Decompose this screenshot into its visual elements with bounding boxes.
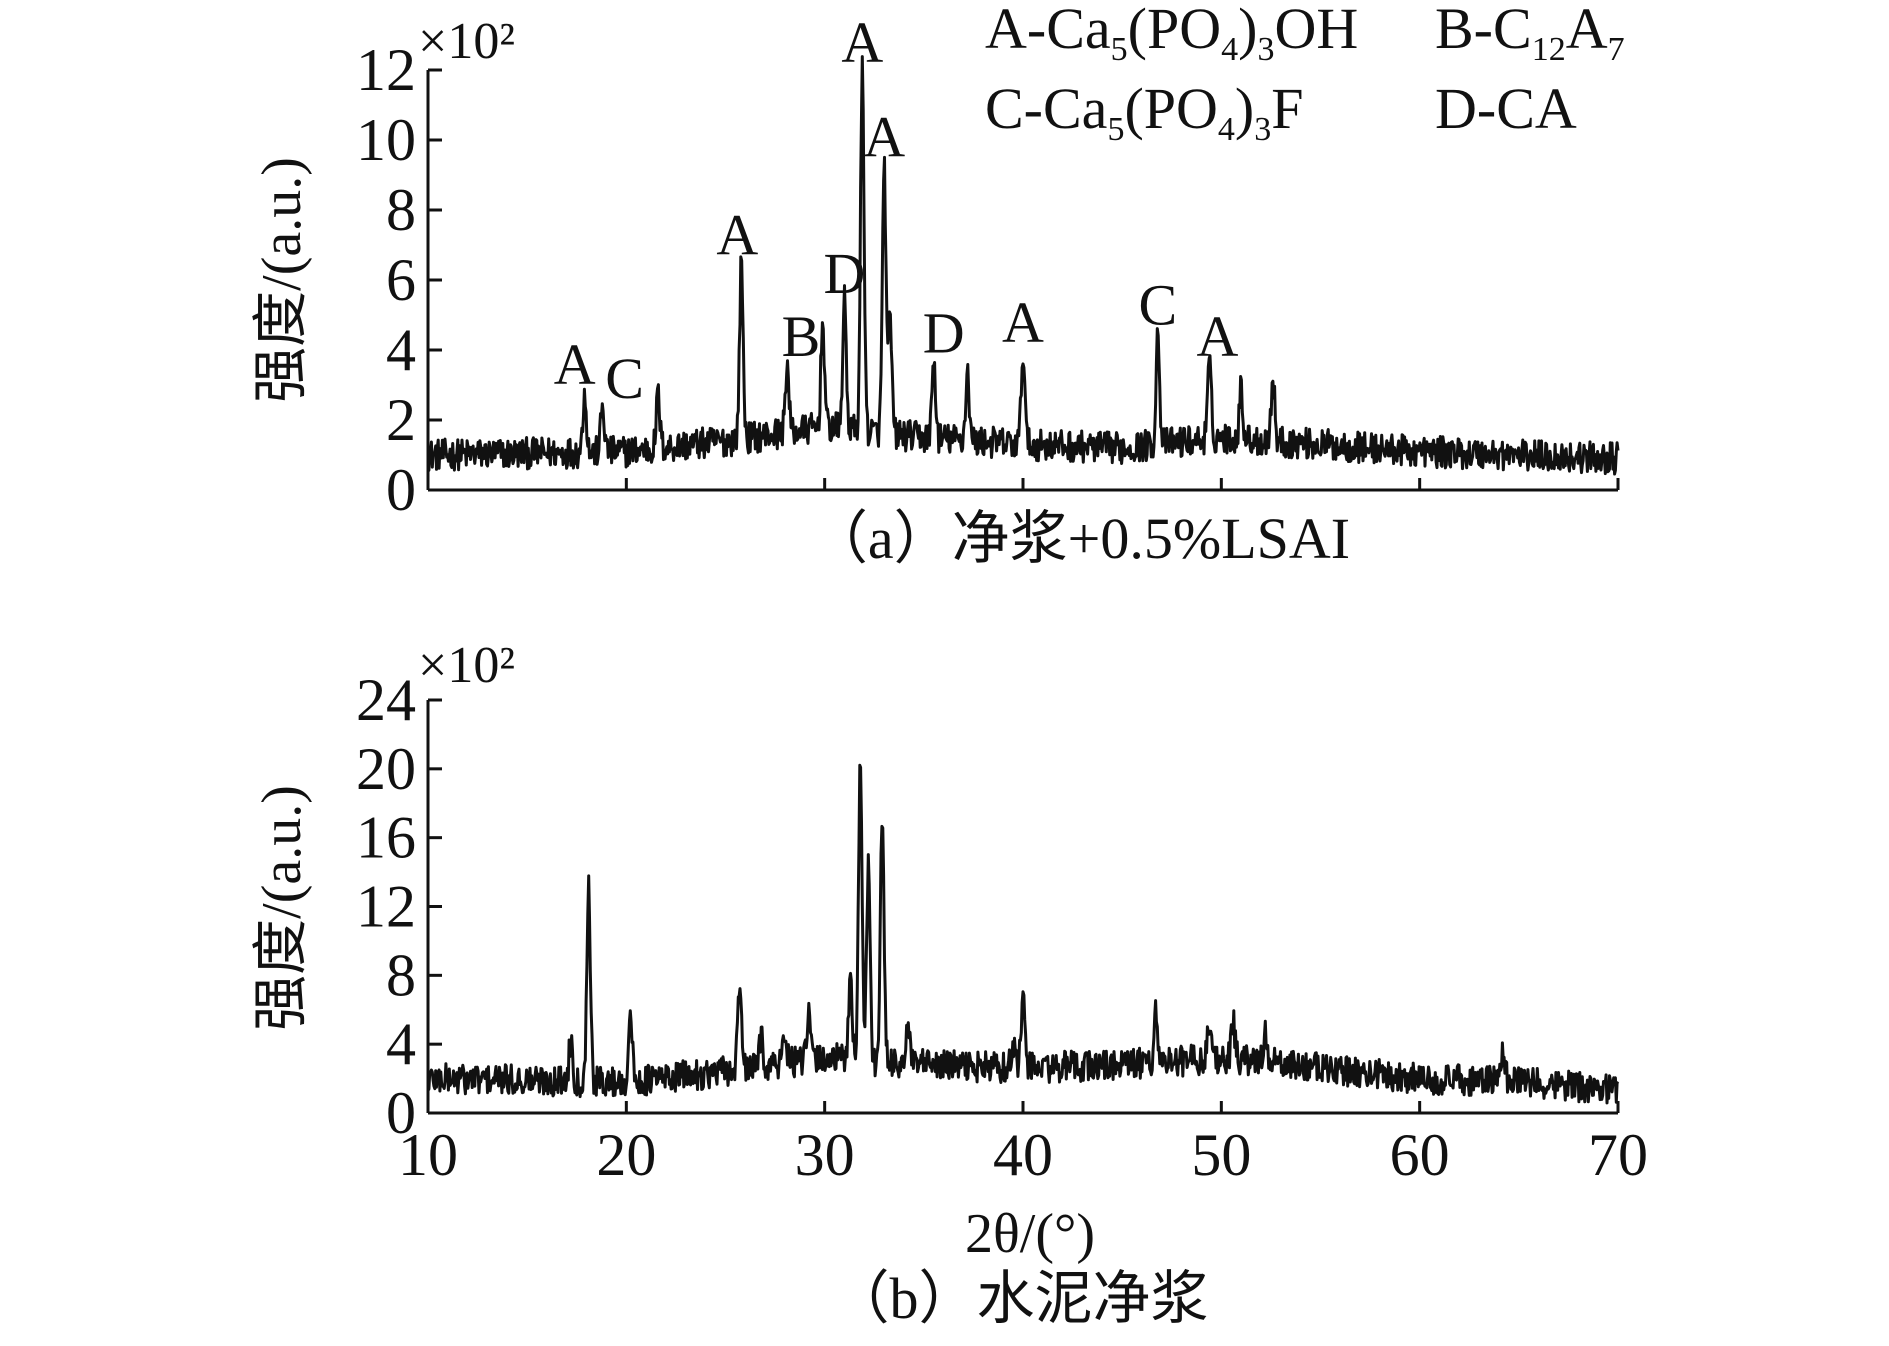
y-tick-label: 4 [386,317,416,383]
panel-a-series-line [427,55,1620,476]
panel-b-axes [426,700,1618,1115]
y-tick-label: 24 [356,667,416,733]
panel-b-x-axis-label: 2θ/(°) [965,1203,1095,1265]
peak-label-A: A [554,332,596,397]
peak-label-D: D [824,241,866,306]
y-tick-label: 4 [386,1011,416,1077]
x-tick-label: 10 [398,1122,458,1188]
x-tick-label: 20 [596,1122,656,1188]
panel-a-y-axis-label: 强度/(a.u.) [251,157,313,403]
y-tick-label: 8 [386,942,416,1008]
legend-entry-D: D-CA [1435,76,1577,141]
peak-label-C: C [1139,273,1178,338]
y-tick-label: 12 [356,874,416,940]
peak-label-D: D [923,301,965,366]
panel-b-caption: （b）水泥净浆 [831,1266,1208,1331]
peak-label-A: A [1196,304,1238,369]
panel-a-multiplier: ×10² [418,13,515,70]
x-tick-label: 40 [993,1122,1053,1188]
peak-label-A: A [863,105,905,170]
y-tick-label: 8 [386,177,416,243]
peak-label-A: A [716,203,758,268]
panel-b-multiplier: ×10² [418,637,515,694]
legend-entry-C: C-Ca5(PO4)3F [985,76,1304,148]
legend: A-Ca5(PO4)3OH B-C12A7 C-Ca5(PO4)3F D-CA [985,0,1625,148]
y-tick-label: 20 [356,736,416,802]
y-tick-label: 0 [386,1080,416,1146]
x-tick-label: 70 [1588,1122,1648,1188]
x-tick-label: 60 [1390,1122,1450,1188]
x-tick-label: 30 [795,1122,855,1188]
peak-label-A: A [1002,290,1044,355]
panel-a-caption: （a）净浆+0.5%LSAI [810,506,1350,571]
y-tick-label: 2 [386,387,416,453]
y-tick-label: 0 [386,457,416,523]
panel-b-series-line [426,763,1620,1105]
peak-label-B: B [782,304,821,369]
y-tick-label: 10 [356,107,416,173]
y-tick-label: 12 [356,37,416,103]
x-tick-label: 50 [1191,1122,1251,1188]
y-tick-label: 6 [386,247,416,313]
legend-entry-B: B-C12A7 [1435,0,1625,68]
peak-label-C: C [605,346,644,411]
panel-b-x-ticks: 10 20 30 40 50 60 70 [398,1101,1648,1188]
peak-label-A: A [841,10,883,75]
legend-entry-A: A-Ca5(PO4)3OH [985,0,1358,68]
y-tick-label: 16 [356,805,416,871]
panel-b-y-axis-label: 强度/(a.u.) [251,785,313,1031]
